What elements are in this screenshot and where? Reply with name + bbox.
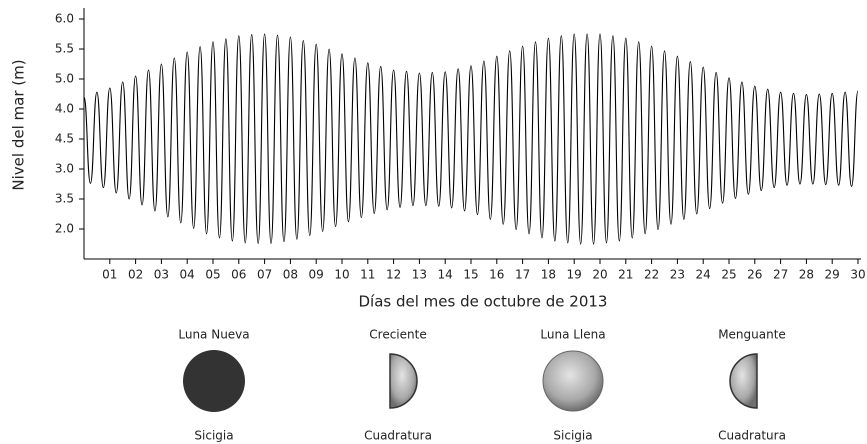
- x-tick-label: 26: [747, 268, 762, 282]
- x-tick-label: 23: [670, 268, 685, 282]
- tide-line: [83, 33, 859, 245]
- x-tick-label: 08: [283, 268, 298, 282]
- x-tick-label: 29: [825, 268, 840, 282]
- y-tick-label: 4.0: [55, 102, 74, 116]
- x-tick-label: 09: [309, 268, 324, 282]
- y-tick-label: 6.0: [55, 12, 74, 26]
- x-tick-label: 12: [386, 268, 401, 282]
- x-tick-label: 13: [412, 268, 427, 282]
- x-tick-label: 22: [644, 268, 659, 282]
- x-tick-label: 15: [463, 268, 478, 282]
- x-tick-label: 14: [438, 268, 453, 282]
- y-tick-label: 3.0: [55, 162, 74, 176]
- x-tick-label: 10: [334, 268, 349, 282]
- y-axis-title: Nivel del mar (m): [10, 59, 28, 190]
- phase-name: Menguante: [718, 328, 786, 342]
- phase-name: Luna Nueva: [178, 328, 249, 342]
- x-tick-label: 03: [154, 268, 169, 282]
- x-tick-label: 24: [696, 268, 711, 282]
- phase-name: Luna Llena: [540, 328, 605, 342]
- x-tick-label: 19: [567, 268, 582, 282]
- x-tick-label: 21: [618, 268, 633, 282]
- x-tick-label: 07: [257, 268, 272, 282]
- first-quarter-icon: [389, 353, 418, 409]
- x-tick-label: 04: [180, 268, 195, 282]
- x-tick-label: 27: [773, 268, 788, 282]
- x-tick-label: 18: [541, 268, 556, 282]
- x-tick-label: 25: [721, 268, 736, 282]
- phase-kind: Sicigia: [194, 429, 233, 443]
- x-tick-label: 06: [231, 268, 246, 282]
- x-tick-label: 05: [205, 268, 220, 282]
- y-tick-label: 4.5: [55, 132, 74, 146]
- x-tick-label: 11: [360, 268, 375, 282]
- x-tick-label: 20: [592, 268, 607, 282]
- x-tick-label: 30: [850, 268, 865, 282]
- x-tick-label: 02: [128, 268, 143, 282]
- y-tick-label: 2.0: [55, 222, 74, 236]
- full-moon-icon: [542, 350, 604, 412]
- phase-kind: Cuadratura: [364, 429, 432, 443]
- x-tick-label: 16: [489, 268, 504, 282]
- x-axis-title: Días del mes de octubre de 2013: [359, 293, 608, 311]
- x-tick-label: 17: [515, 268, 530, 282]
- y-tick-label: 3.5: [55, 192, 74, 206]
- new-moon-icon: [183, 350, 245, 412]
- x-tick-label: 28: [799, 268, 814, 282]
- y-tick-label: 5.0: [55, 72, 74, 86]
- y-tick-label: 5.5: [55, 42, 74, 56]
- x-tick-label: 01: [102, 268, 117, 282]
- moon-phases: Luna Nueva Creciente Luna Llena Menguant…: [178, 328, 786, 443]
- phase-name: Creciente: [369, 328, 426, 342]
- last-quarter-icon: [729, 353, 758, 409]
- phase-kind: Sicigia: [553, 429, 592, 443]
- phase-kind: Cuadratura: [718, 429, 786, 443]
